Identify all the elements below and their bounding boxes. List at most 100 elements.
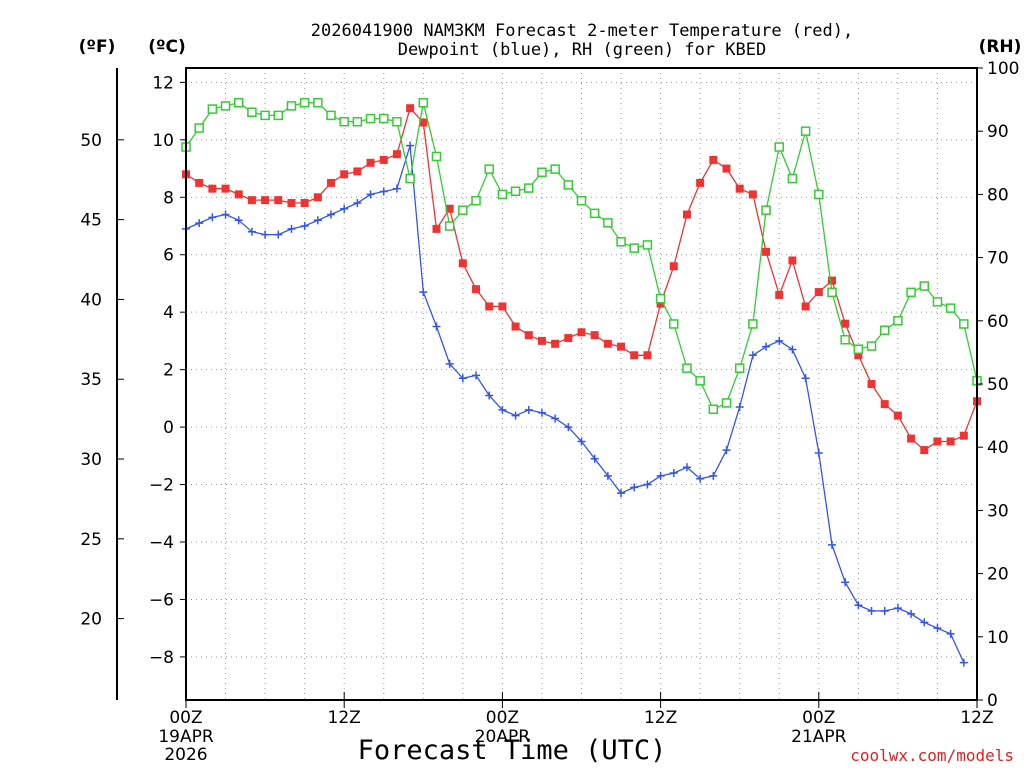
dewpoint-point <box>577 437 586 446</box>
rh-point <box>510 186 521 196</box>
rh-point <box>379 113 389 124</box>
dewpoint-point <box>893 604 902 613</box>
temperature-point <box>234 190 243 199</box>
dewpoint-point <box>643 480 652 489</box>
dewpoint-point <box>498 405 507 414</box>
rh-point <box>814 189 824 200</box>
rh-point <box>721 398 732 408</box>
dewpoint-point <box>195 219 204 228</box>
celsius-tick-label: 8 <box>163 188 174 208</box>
dewpoint-point <box>603 471 612 480</box>
fahrenheit-tick-label: 50 <box>80 131 102 151</box>
rh-tick-label: 70 <box>987 249 1009 269</box>
rh-point <box>431 151 442 162</box>
dewpoint-point <box>313 216 322 225</box>
celsius-tick-label: 0 <box>163 418 174 438</box>
dewpoint-point <box>274 230 283 239</box>
dewpoint-point <box>814 448 823 457</box>
dewpoint-point <box>880 606 889 615</box>
rh-point <box>603 218 613 228</box>
rh-point <box>220 101 231 111</box>
rh-point <box>589 208 600 219</box>
rh-point <box>866 341 877 351</box>
temperature-point <box>498 302 507 311</box>
rh-point <box>655 293 666 304</box>
fahrenheit-tick-label: 25 <box>80 530 102 550</box>
dewpoint-point <box>208 213 217 222</box>
rh-point <box>800 126 811 136</box>
temperature-point <box>524 331 533 340</box>
temperature-point <box>630 351 639 360</box>
dewpoint-point <box>722 446 731 455</box>
dewpoint-point <box>366 190 375 199</box>
temperature-point <box>353 167 362 176</box>
rh-point <box>444 221 455 231</box>
temperature-point <box>551 339 560 348</box>
rh-point <box>418 98 429 108</box>
rh-point <box>669 319 679 329</box>
dewpoint-point <box>261 230 270 239</box>
rh-point <box>247 107 257 117</box>
temperature-point <box>261 196 270 205</box>
rh-point <box>497 189 508 200</box>
temperature-point <box>722 164 731 173</box>
dewpoint-point <box>801 374 810 383</box>
x-tick-label-time: 00Z <box>169 708 202 728</box>
temperature-point <box>682 210 691 219</box>
temperature-point <box>854 351 863 360</box>
dewpoint-point <box>379 187 388 196</box>
temperature-point <box>366 158 375 167</box>
dewpoint-point <box>458 374 467 383</box>
dewpoint-point <box>406 141 415 150</box>
rh-tick-label: 100 <box>987 59 1019 79</box>
dewpoint-point <box>788 345 797 354</box>
temperature-point <box>313 193 322 202</box>
temperature-point <box>511 322 520 331</box>
rh-point <box>286 101 297 111</box>
celsius-tick-label: 6 <box>163 246 174 266</box>
temperature-point <box>247 196 256 205</box>
rh-point <box>879 325 890 336</box>
celsius-tick-label: 4 <box>163 303 174 323</box>
rh-point <box>734 363 745 373</box>
dewpoint-point <box>630 483 639 492</box>
dewpoint-point <box>340 204 349 213</box>
rh-point <box>959 319 969 329</box>
celsius-tick-label: −6 <box>149 590 174 610</box>
dewpoint-point <box>709 471 718 480</box>
x-tick-label-time: 00Z <box>802 708 835 728</box>
dewpoint-point <box>682 463 691 472</box>
dewpoint-point <box>485 391 494 400</box>
temperature-point <box>867 380 876 388</box>
rh-point <box>550 164 560 174</box>
dewpoint-point <box>590 454 599 463</box>
dewpoint-point <box>920 618 929 627</box>
rh-tick-label: 20 <box>987 565 1009 585</box>
celsius-tick-label: −8 <box>149 648 174 668</box>
rh-point <box>392 116 402 127</box>
temperature-point <box>696 178 705 187</box>
temperature-point <box>406 104 415 113</box>
x-tick-label-time: 12Z <box>644 708 677 728</box>
rh-point <box>326 110 336 121</box>
rh-point <box>932 297 943 307</box>
temperature-point <box>485 302 494 311</box>
temperature-point <box>880 400 889 409</box>
dewpoint-point <box>841 578 850 587</box>
plot-frame <box>185 67 978 701</box>
temperature-point <box>656 299 665 308</box>
rh-point <box>708 404 719 415</box>
temperature-point <box>432 224 441 233</box>
rh-point <box>233 98 244 108</box>
rh-point <box>893 316 903 326</box>
celsius-tick-label: 10 <box>152 131 174 151</box>
rh-point <box>352 116 363 127</box>
dewpoint-point <box>300 222 309 230</box>
celsius-tick-label: 12 <box>152 73 174 93</box>
fahrenheit-tick-label: 30 <box>80 450 102 470</box>
temperature-point <box>537 336 546 345</box>
dewpoint-point <box>327 210 336 219</box>
x-axis-title: Forecast Time (UTC) <box>358 735 667 766</box>
dewpoint-point <box>617 489 626 498</box>
temperature-point <box>827 276 836 285</box>
